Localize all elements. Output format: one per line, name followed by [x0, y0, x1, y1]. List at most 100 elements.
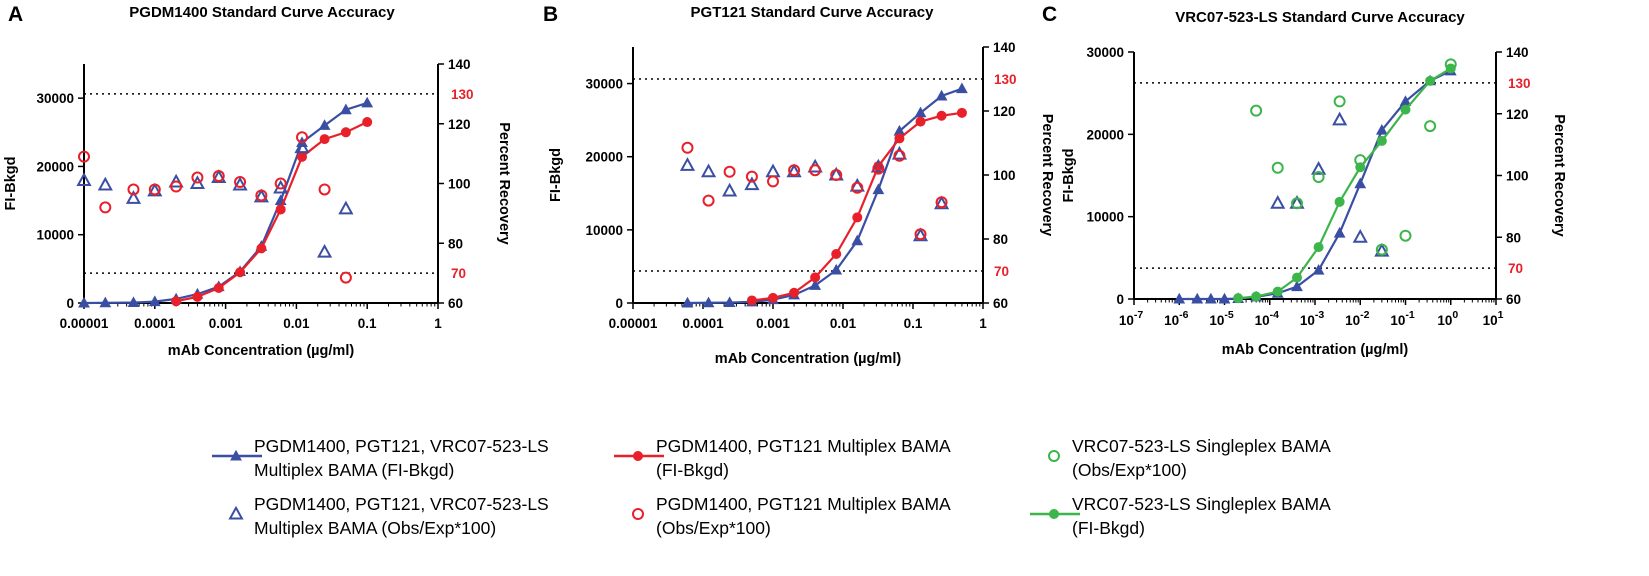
data-point	[723, 165, 736, 178]
data-point	[1218, 292, 1231, 304]
reference-label: 130	[1508, 76, 1531, 91]
legend-marker	[1049, 509, 1059, 519]
x-tick-label: 0.01	[830, 316, 857, 331]
x-tick-label: 10-5	[1209, 309, 1234, 328]
series-single_rec	[1250, 58, 1457, 256]
data-point	[297, 151, 308, 162]
panel-a: A PGDM1400 Standard Curve Accuracy 0.00001…	[3, 3, 512, 359]
panel-label: A	[8, 3, 23, 26]
y2-tick-label: 140	[1506, 45, 1529, 60]
x-tick-exponent: -6	[1179, 309, 1188, 321]
data-point	[234, 176, 247, 189]
data-point	[1333, 95, 1346, 108]
x-tick-label: 0.00001	[609, 316, 658, 331]
legend: PGDM1400, PGT121, VRC07-523-LS Multiplex …	[212, 436, 1331, 538]
data-point	[830, 169, 843, 181]
legend-label: PGDM1400, PGT121, VRC07-523-LS	[254, 436, 549, 456]
data-point	[1291, 272, 1302, 283]
data-point	[1425, 75, 1436, 86]
data-point	[340, 127, 351, 138]
data-point	[232, 176, 248, 191]
x-tick-label: 0.001	[756, 316, 790, 331]
data-point	[1399, 229, 1412, 242]
y2-tick-label: 140	[448, 57, 471, 72]
data-point	[1333, 226, 1346, 238]
y2-tick-label: 100	[1506, 169, 1529, 184]
data-point	[914, 106, 927, 118]
y-tick-label: 10000	[36, 228, 74, 243]
y-tick-label: 0	[66, 296, 74, 311]
y-tick-label: 0	[1116, 292, 1124, 307]
data-point	[1173, 292, 1186, 304]
panel-b: B PGT121 Standard Curve Accuracy 0.00001 0.…	[543, 3, 1055, 367]
data-point	[700, 163, 717, 178]
y2-tick-label: 80	[1506, 230, 1521, 245]
data-point	[1375, 243, 1388, 256]
chart-title: PGDM1400 Standard Curve Accuracy	[129, 4, 395, 21]
legend-item-multiplex_rec: PGDM1400, PGT121, VRC07-523-LS Multiplex …	[228, 494, 549, 538]
series-pg_fi	[171, 117, 373, 307]
series-multiplex_fi	[1173, 64, 1457, 304]
legend-item-pg_fi: PGDM1400, PGT121 Multiplex BAMA (FI-Bkgd)	[614, 436, 951, 480]
data-point	[767, 175, 779, 188]
data-point	[1312, 171, 1325, 184]
data-point	[255, 189, 268, 202]
data-point	[935, 196, 948, 209]
x-tick-label: 0.0001	[134, 316, 176, 331]
y2-tick-label: 80	[448, 236, 463, 251]
data-point	[319, 134, 330, 145]
data-point	[78, 296, 90, 308]
data-point	[99, 296, 112, 308]
x-tick-exponent: -4	[1270, 309, 1279, 321]
y-tick-label: 30000	[585, 77, 623, 92]
data-point	[681, 141, 694, 154]
data-point	[849, 177, 865, 192]
data-point	[722, 182, 738, 197]
data-point	[786, 163, 802, 178]
data-point	[1375, 124, 1388, 135]
y-tick-label: 20000	[1086, 127, 1124, 142]
data-point	[148, 295, 161, 307]
legend-item-single_fi: VRC07-523-LS Singleplex BAMA (FI-Bkgd)	[1030, 494, 1331, 538]
data-point	[339, 103, 352, 115]
x-tick-base: 10	[1255, 313, 1270, 328]
data-point	[830, 263, 843, 275]
x-tick-label: 0.1	[904, 316, 923, 331]
y2-tick-label: 140	[993, 40, 1016, 55]
series-multiplex_rec	[679, 145, 950, 242]
data-point	[213, 282, 224, 293]
x-tick-base: 10	[1300, 313, 1315, 328]
data-point	[1374, 242, 1390, 257]
data-point	[318, 119, 331, 130]
y2-tick-label: 100	[993, 168, 1016, 183]
data-point	[851, 234, 864, 246]
data-point	[1271, 161, 1284, 174]
series-pg_fi	[746, 107, 967, 306]
data-point	[275, 204, 286, 215]
data-point	[1272, 286, 1283, 297]
data-point	[789, 287, 800, 298]
legend-label: (Obs/Exp*100)	[1072, 460, 1187, 480]
data-point	[745, 170, 758, 183]
legend-label: PGDM1400, PGT121 Multiplex BAMA	[656, 436, 951, 456]
x-tick-base: 10	[1164, 313, 1179, 328]
data-point	[679, 157, 696, 171]
data-point	[1354, 177, 1367, 189]
data-point	[1400, 104, 1411, 115]
data-point	[256, 243, 267, 254]
data-point	[171, 296, 182, 307]
y-axis-label: FI-Bkgd	[1061, 149, 1077, 203]
data-point	[78, 150, 90, 163]
data-point	[935, 89, 948, 101]
data-point	[338, 200, 354, 215]
data-point	[1310, 161, 1327, 175]
x-tick-label: 10-4	[1255, 309, 1280, 328]
y2-axis-label: Percent Recovery	[1039, 114, 1055, 237]
data-point	[702, 194, 715, 207]
x-tick-base: 10	[1437, 313, 1452, 328]
data-point	[339, 271, 352, 284]
data-point	[870, 158, 886, 173]
x-tick-label: 0.1	[358, 316, 377, 331]
x-tick-label: 0.00001	[60, 316, 109, 331]
